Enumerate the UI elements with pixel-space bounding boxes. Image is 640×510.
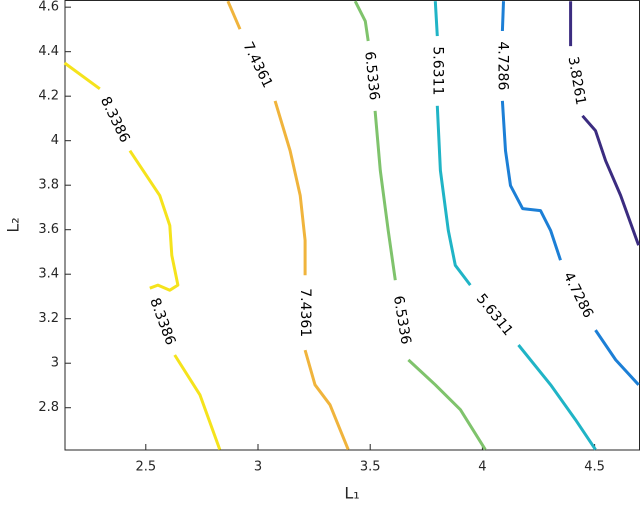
y-tick-label: 3.6 — [38, 222, 59, 237]
contour-label: 4.7286 — [494, 41, 510, 90]
y-tick-label: 4.6 — [38, 0, 59, 15]
contour-label: 6.5336 — [361, 51, 382, 101]
contour-label: 7.4361 — [297, 288, 313, 337]
contour-line — [500, 1, 640, 386]
contour-line — [63, 61, 222, 451]
x-tick-label: 4 — [478, 460, 486, 475]
x-tick-label: 2.5 — [135, 460, 156, 475]
x-axis-label: L₁ — [344, 484, 359, 503]
y-tick-label: 3.2 — [38, 311, 59, 326]
x-tick-label: 3 — [254, 460, 262, 475]
contour-label: 6.5336 — [390, 295, 414, 346]
y-tick-label: 4 — [51, 133, 59, 148]
contour-line — [569, 1, 640, 246]
y-axis-label: L₂ — [4, 217, 23, 232]
y-tick-label: 3 — [51, 356, 59, 371]
y-tick-label: 3.4 — [38, 267, 59, 282]
x-tick-label: 3.5 — [360, 460, 381, 475]
plot-area — [64, 0, 640, 451]
y-tick-label: 4.4 — [38, 44, 59, 59]
y-tick-label: 2.8 — [38, 400, 59, 415]
y-tick-label: 3.8 — [38, 178, 59, 193]
contour-label: 5.6311 — [429, 46, 445, 95]
y-tick-label: 4.2 — [38, 89, 59, 104]
contour-line — [433, 1, 597, 451]
x-tick-label: 4.5 — [584, 460, 605, 475]
contour-line — [353, 0, 487, 451]
contour-line — [226, 0, 350, 451]
